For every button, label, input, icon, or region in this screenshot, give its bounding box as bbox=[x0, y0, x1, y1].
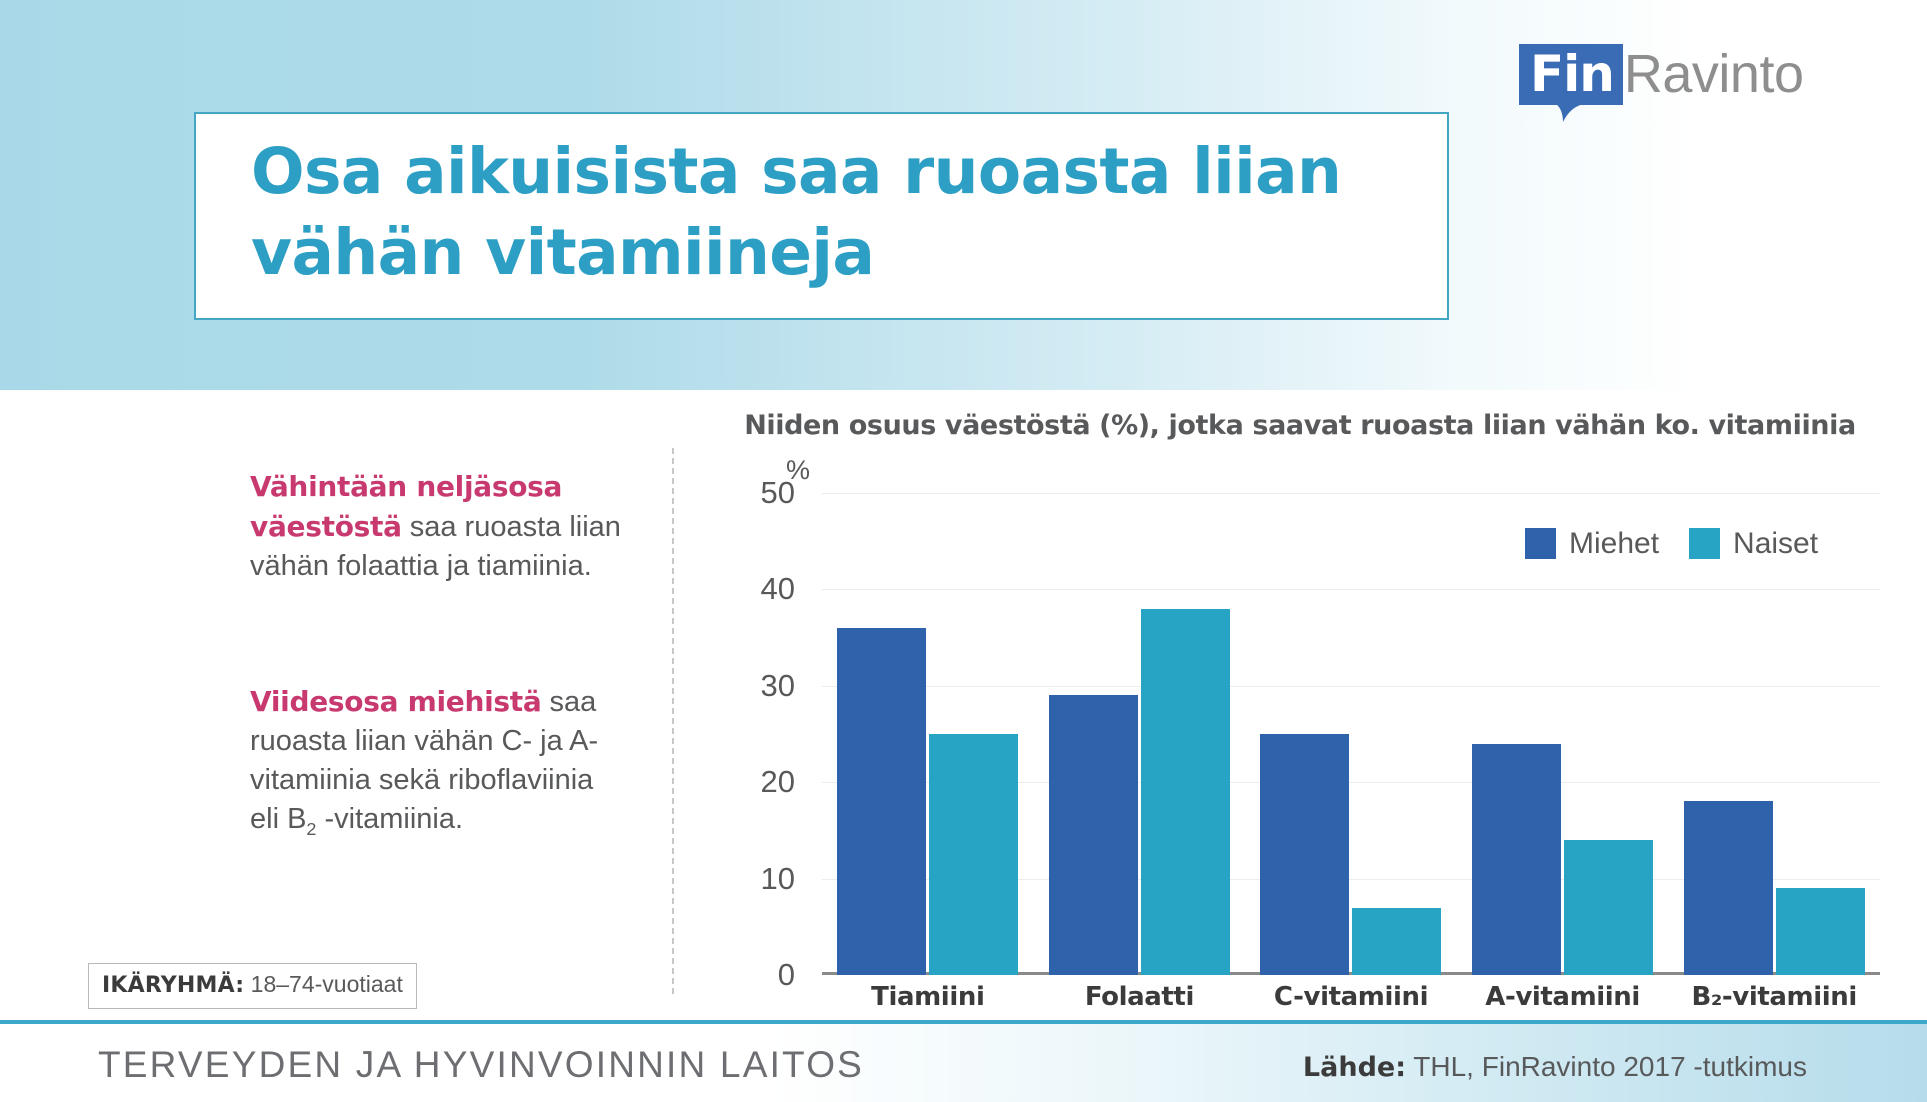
organization-name: TERVEYDEN JA HYVINVOINNIN LAITOS bbox=[98, 1044, 865, 1085]
chart-title: Niiden osuus väestöstä (%), jotka saavat… bbox=[744, 410, 1856, 441]
logo-mark: Fin bbox=[1519, 44, 1623, 122]
x-axis-labels: Tiamiini Folaatti C-vitamiini A-vitamiin… bbox=[822, 982, 1880, 1012]
y-tick-0: 0 bbox=[777, 957, 795, 992]
legend-label-miehet: Miehet bbox=[1569, 526, 1660, 560]
insight-2-subscript: 2 bbox=[306, 818, 317, 839]
source-value: THL, FinRavinto 2017 -tutkimus bbox=[1406, 1051, 1807, 1082]
gridline-50 bbox=[822, 493, 1880, 494]
legend-item-miehet[interactable]: Miehet bbox=[1525, 528, 1659, 559]
bar-miehet-3[interactable] bbox=[1472, 743, 1562, 975]
title-box: Osa aikuisista saa ruoasta liian vähän v… bbox=[194, 112, 1449, 320]
bar-miehet-4[interactable] bbox=[1683, 801, 1773, 975]
bar-naiset-1[interactable] bbox=[1140, 608, 1230, 975]
bar-naiset-3[interactable] bbox=[1564, 840, 1654, 975]
y-tick-10: 10 bbox=[760, 861, 795, 896]
insight-2-body-a: saa ruoasta liian vähän C- ja A-vitamiin… bbox=[250, 686, 599, 835]
chart-legend: Miehet Naiset bbox=[1525, 528, 1818, 559]
bar-miehet-0[interactable] bbox=[837, 627, 927, 975]
bar-groups bbox=[822, 493, 1880, 975]
bar-naiset-0[interactable] bbox=[929, 734, 1019, 975]
chart-plot-area: 50 40 30 20 10 0 bbox=[761, 477, 1880, 990]
insight-1-body: saa ruoasta liian vähän folaattia ja tia… bbox=[250, 511, 621, 582]
y-axis-unit-label: % bbox=[785, 455, 810, 485]
bar-group-3 bbox=[1467, 493, 1657, 975]
age-group-value: 18–74-vuotiaat bbox=[250, 971, 403, 997]
source-credit: Lähde: THL, FinRavinto 2017 -tutkimus bbox=[1303, 1050, 1807, 1084]
bar-chart: % 50 40 30 20 10 0 bbox=[740, 455, 1900, 1015]
x-axis-line bbox=[822, 972, 1880, 975]
legend-swatch-miehet bbox=[1525, 528, 1556, 559]
x-label-4: B₂-vitamiini bbox=[1691, 982, 1857, 1012]
legend-label-naiset: Naiset bbox=[1733, 526, 1819, 560]
page-title: Osa aikuisista saa ruoasta liian vähän v… bbox=[251, 135, 1342, 289]
bar-naiset-4[interactable] bbox=[1775, 888, 1865, 975]
bar-naiset-2[interactable] bbox=[1352, 907, 1442, 975]
insight-2-highlight: Viidesosa miehistä bbox=[250, 685, 542, 718]
insight-2-body-b: -vitamiinia. bbox=[316, 803, 464, 835]
y-tick-20: 20 bbox=[760, 764, 795, 799]
gridline-20 bbox=[822, 782, 1880, 783]
header-banner: Osa aikuisista saa ruoasta liian vähän v… bbox=[0, 0, 1927, 390]
bar-miehet-1[interactable] bbox=[1048, 695, 1138, 975]
logo-mark-label: Fin bbox=[1530, 45, 1615, 103]
bar-miehet-2[interactable] bbox=[1260, 734, 1350, 975]
gridline-10 bbox=[822, 879, 1880, 880]
bar-group-1 bbox=[1044, 493, 1234, 975]
y-tick-40: 40 bbox=[760, 571, 795, 606]
x-label-3: A-vitamiini bbox=[1485, 982, 1640, 1012]
insight-1-highlight: Vähintään neljäsosa väestöstä bbox=[250, 470, 563, 543]
y-tick-50: 50 bbox=[760, 475, 795, 510]
finravinto-logo: Fin Ravinto bbox=[1519, 44, 1859, 122]
legend-swatch-naiset bbox=[1689, 528, 1721, 559]
gridline-40 bbox=[822, 589, 1880, 590]
bar-group-0 bbox=[833, 493, 1023, 975]
bar-group-4 bbox=[1679, 493, 1869, 975]
insight-paragraph-2: Viidesosa miehistä saa ruoasta liian väh… bbox=[250, 682, 630, 849]
logo-wordmark: Ravinto bbox=[1623, 44, 1804, 104]
x-label-2: C-vitamiini bbox=[1273, 982, 1429, 1012]
x-label-1: Folaatti bbox=[1084, 982, 1195, 1012]
gridline-30 bbox=[822, 686, 1880, 687]
y-tick-30: 30 bbox=[760, 668, 795, 703]
age-group-badge: IKÄRYHMÄ: 18–74-vuotiaat bbox=[88, 963, 417, 1009]
legend-item-naiset[interactable]: Naiset bbox=[1689, 528, 1818, 559]
left-text-panel: Vähintään neljäsosa väestöstä saa ruoast… bbox=[0, 390, 680, 1042]
source-label: Lähde: bbox=[1302, 1052, 1407, 1083]
bar-group-2 bbox=[1256, 493, 1446, 975]
footer-bar: TERVEYDEN JA HYVINVOINNIN LAITOS Lähde: … bbox=[0, 1020, 1927, 1102]
speech-bubble-tail-icon bbox=[1555, 102, 1585, 122]
x-label-0: Tiamiini bbox=[871, 982, 985, 1012]
vertical-dashed-divider bbox=[672, 448, 674, 994]
age-group-label: IKÄRYHMÄ: bbox=[102, 973, 245, 998]
insight-paragraph-1: Vähintään neljäsosa väestöstä saa ruoast… bbox=[250, 467, 630, 586]
